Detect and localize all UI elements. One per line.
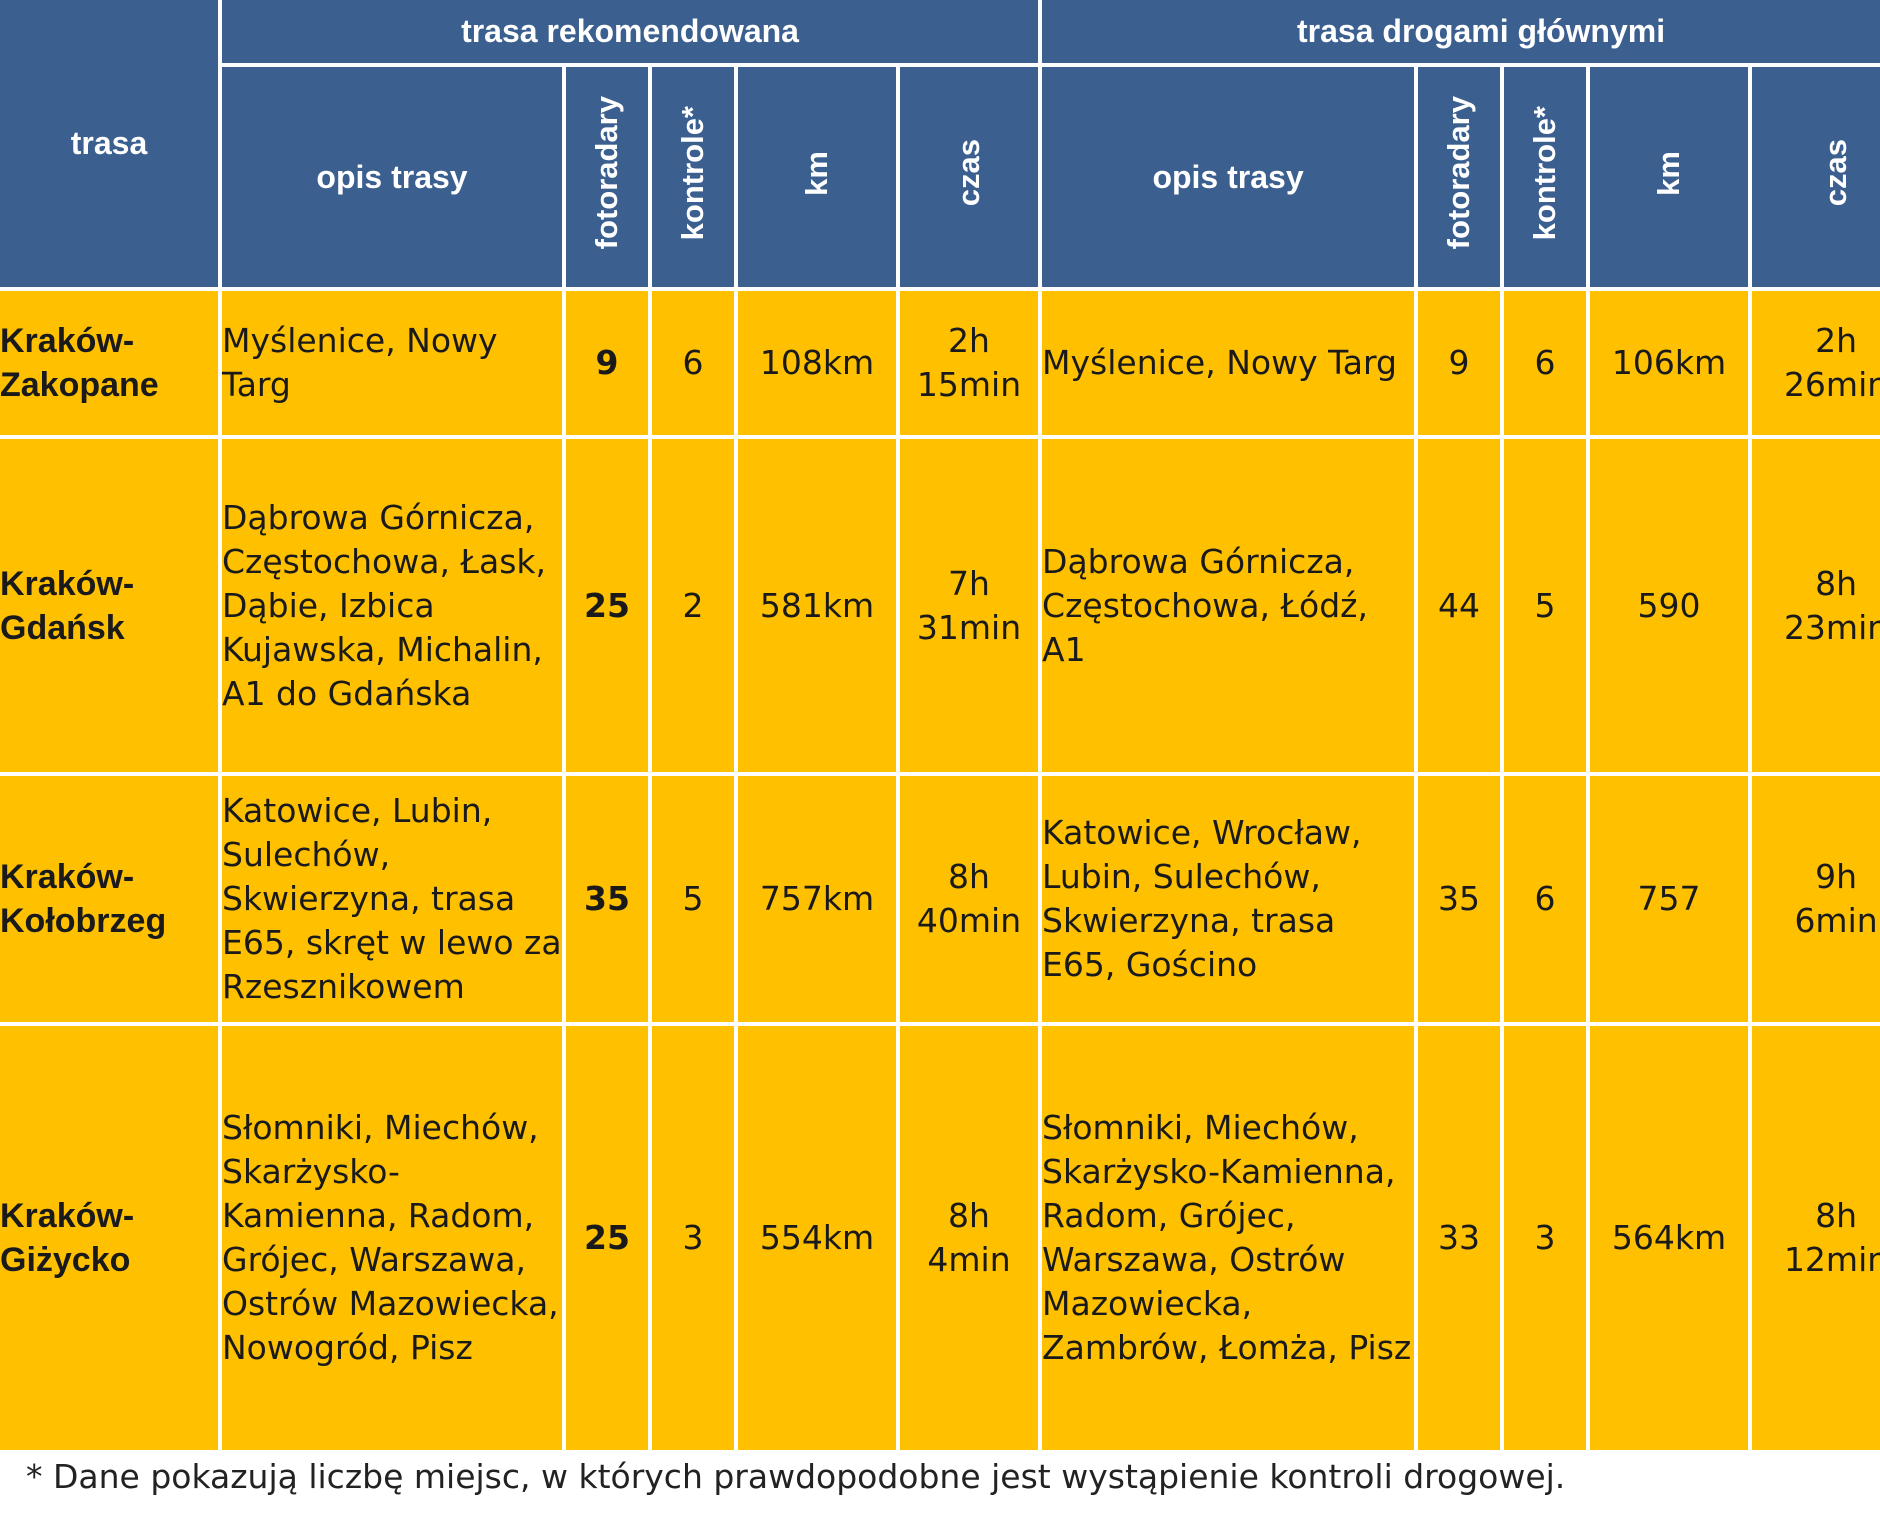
header-rec-time: czas	[900, 67, 1039, 287]
route-name: Kraków- Zakopane	[0, 291, 218, 435]
rec-travel-time: 2h 15min	[900, 291, 1039, 435]
time-hours: 8h	[1815, 1196, 1858, 1235]
header-group-main-roads: trasa drogami głównymi	[1042, 0, 1880, 63]
header-main-time-label: czas	[1818, 139, 1854, 207]
rec-travel-time: 8h 4min	[900, 1026, 1039, 1450]
rec-speed-cameras: 25	[566, 1026, 648, 1450]
header-group-recommended: trasa rekomendowana	[222, 0, 1039, 63]
route-name: Kraków- Kołobrzeg	[0, 776, 218, 1022]
header-rec-km: km	[738, 67, 896, 287]
rec-travel-time: 8h 40min	[900, 776, 1039, 1022]
header-main-time: czas	[1752, 67, 1880, 287]
header-rec-cameras: fotoradary	[566, 67, 648, 287]
time-hours: 2h	[948, 321, 990, 360]
footnote: * Dane pokazują liczbę miejsc, w których…	[26, 1457, 1566, 1496]
header-main-km: km	[1590, 67, 1749, 287]
table-row: Kraków- Gdańsk Dąbrowa Górnicza, Częstoch…	[0, 439, 1880, 772]
rec-route-description: Dąbrowa Górnicza, Częstochowa, Łask, Dąb…	[222, 439, 562, 772]
main-route-description: Myślenice, Nowy Targ	[1042, 291, 1415, 435]
main-distance: 106km	[1590, 291, 1749, 435]
main-distance: 590	[1590, 439, 1749, 772]
main-distance: 757	[1590, 776, 1749, 1022]
time-minutes: 15min	[916, 365, 1022, 404]
rec-distance: 757km	[738, 776, 896, 1022]
time-minutes: 23min	[1783, 607, 1880, 647]
time-minutes: 6min	[1794, 901, 1878, 940]
header-rec-time-label: czas	[951, 139, 987, 207]
header-rec-checks-label: kontrole*	[675, 105, 710, 241]
rec-distance: 581km	[738, 439, 896, 772]
main-route-description: Dąbrowa Górnicza, Częstochowa, Łódź, A1	[1042, 439, 1415, 772]
main-police-checks: 3	[1504, 1026, 1587, 1450]
header-main-cameras-label: fotoradary	[1441, 96, 1477, 250]
time-hours: 9h	[1815, 857, 1858, 896]
table-row: Kraków- Giżycko Słomniki, Miechów, Skarży…	[0, 1026, 1880, 1450]
header-rec-km-label: km	[799, 150, 834, 196]
main-travel-time: 9h 6min	[1752, 776, 1880, 1022]
main-travel-time: 8h 12min	[1752, 1026, 1880, 1450]
main-speed-cameras: 35	[1418, 776, 1501, 1022]
routes-table: trasa trasa rekomendowana trasa drogami …	[0, 0, 1880, 1450]
main-police-checks: 5	[1504, 439, 1587, 772]
main-speed-cameras: 9	[1418, 291, 1501, 435]
header-main-checks-label: kontrole*	[1527, 105, 1563, 241]
rec-police-checks: 5	[652, 776, 734, 1022]
time-minutes: 40min	[916, 901, 1022, 940]
main-travel-time: 8h 23min	[1752, 439, 1880, 772]
time-hours: 8h	[948, 857, 990, 896]
header-rec-cameras-label: fotoradary	[589, 96, 624, 250]
main-speed-cameras: 44	[1418, 439, 1501, 772]
table-row: Kraków- Zakopane Myślenice, Nowy Targ 9 6…	[0, 291, 1880, 435]
route-name-line: Gdańsk	[0, 608, 125, 647]
time-hours: 7h	[948, 563, 990, 603]
time-minutes: 26min	[1783, 365, 1880, 404]
main-distance: 564km	[1590, 1026, 1749, 1450]
rec-route-description: Myślenice, Nowy Targ	[222, 291, 562, 435]
table-row: Kraków- Kołobrzeg Katowice, Lubin, Sulech…	[0, 776, 1880, 1022]
route-name-line: Kraków-	[0, 858, 135, 896]
main-route-description: Słomniki, Miechów, Skarżysko-Kamienna, R…	[1042, 1026, 1415, 1450]
time-hours: 8h	[948, 1196, 990, 1235]
header-route: trasa	[0, 0, 218, 287]
time-hours: 2h	[1815, 321, 1858, 360]
route-name-line: Kraków-	[0, 322, 135, 360]
rec-distance: 554km	[738, 1026, 896, 1450]
route-name-line: Kraków-	[0, 564, 135, 603]
rec-route-description: Słomniki, Miechów, Skarżysko-Kamienna, R…	[222, 1026, 562, 1450]
rec-police-checks: 3	[652, 1026, 734, 1450]
header-main-desc: opis trasy	[1042, 67, 1415, 287]
rec-travel-time: 7h 31min	[900, 439, 1039, 772]
main-route-description: Katowice, Wrocław, Lubin, Sulechów, Skwi…	[1042, 776, 1415, 1022]
header-main-km-label: km	[1651, 150, 1687, 196]
rec-speed-cameras: 9	[566, 291, 648, 435]
header-main-checks: kontrole*	[1504, 67, 1587, 287]
rec-route-description: Katowice, Lubin, Sulechów, Skwierzyna, t…	[222, 776, 562, 1022]
time-minutes: 4min	[927, 1240, 1011, 1279]
route-name-line: Kołobrzeg	[0, 902, 167, 940]
rec-police-checks: 2	[652, 439, 734, 772]
time-minutes: 12min	[1783, 1240, 1880, 1279]
main-police-checks: 6	[1504, 291, 1587, 435]
time-hours: 8h	[1815, 563, 1858, 603]
rec-police-checks: 6	[652, 291, 734, 435]
route-name-line: Zakopane	[0, 366, 159, 404]
main-speed-cameras: 33	[1418, 1026, 1501, 1450]
main-travel-time: 2h 26min	[1752, 291, 1880, 435]
route-name-line: Kraków-	[0, 1197, 135, 1235]
header-main-cameras: fotoradary	[1418, 67, 1501, 287]
main-police-checks: 6	[1504, 776, 1587, 1022]
route-name: Kraków- Gdańsk	[0, 439, 218, 772]
route-name: Kraków- Giżycko	[0, 1026, 218, 1450]
header-rec-checks: kontrole*	[652, 67, 734, 287]
rec-distance: 108km	[738, 291, 896, 435]
route-name-line: Giżycko	[0, 1241, 131, 1279]
rec-speed-cameras: 35	[566, 776, 648, 1022]
header-rec-desc: opis trasy	[222, 67, 562, 287]
time-minutes: 31min	[916, 607, 1022, 647]
rec-speed-cameras: 25	[566, 439, 648, 772]
